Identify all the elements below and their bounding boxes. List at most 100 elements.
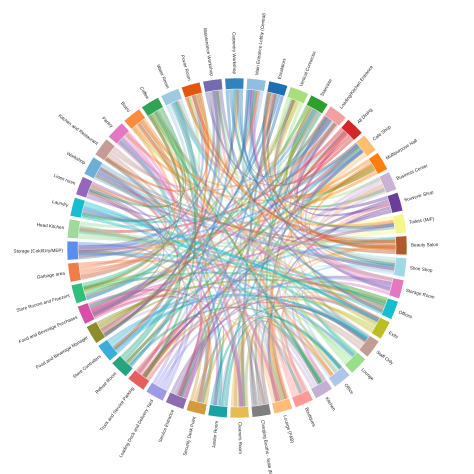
arc-bistro[interactable]: [123, 108, 146, 130]
node-label-offices: Offices: [398, 310, 414, 320]
arc-service-entrance[interactable]: [165, 391, 188, 410]
node-label-cafe-shop: Cafe Shop: [372, 124, 392, 142]
arc-refuse-room[interactable]: [111, 355, 134, 377]
node-label-coffee: Coffee: [139, 86, 150, 100]
node-label-food-and-beverage-purchases: Food and Beverage Purchases: [18, 314, 79, 344]
arc-souvenir-shop[interactable]: [386, 192, 404, 214]
arc-loading-kitchen-entrance[interactable]: [324, 105, 347, 127]
arc-staircase[interactable]: [306, 94, 329, 115]
arc-coffee[interactable]: [141, 97, 164, 117]
node-label-kitchen: Kitchen: [324, 396, 336, 412]
arc-janitor-room[interactable]: [207, 404, 228, 418]
arc-lounge[interactable]: [344, 351, 366, 374]
node-label-boutiques: Boutiques: [304, 407, 317, 428]
arc-power-room[interactable]: [181, 81, 203, 99]
node-label-business-center: Business Center: [396, 163, 429, 181]
arc-carpentry-workshop[interactable]: [224, 77, 245, 90]
node-label-store-controllers: Store Controllers: [72, 353, 103, 379]
ribbon-layer: [77, 88, 397, 408]
arc-garbage-area[interactable]: [67, 262, 82, 283]
node-label-storage-room: Storage Room: [405, 288, 435, 300]
node-label-carpentry-workshop: Carpentry Workshop: [231, 32, 237, 75]
node-label-workshop: Workshop: [66, 151, 87, 166]
arc-storage-cold-dry-mep[interactable]: [66, 240, 79, 261]
arc-shoe-shop[interactable]: [393, 257, 407, 278]
arc-security-desk-point[interactable]: [186, 399, 208, 416]
node-label-souvenir-shop: Souvenir Shop: [404, 189, 435, 202]
node-label-storage-cold-dry-mep: Storage (Cold/Dry/MEP): [13, 248, 63, 254]
node-label-kitchen-and-restaurant: Kitchen and Restaurant: [57, 113, 99, 146]
arc-cleaners-room[interactable]: [229, 406, 250, 419]
node-label-security-desk-point: Security Desk Point: [182, 415, 197, 456]
arc-head-kitchen[interactable]: [67, 218, 81, 239]
node-label-water-room: Water Room: [156, 64, 171, 90]
arc-pantry[interactable]: [108, 122, 130, 145]
node-label-pantry: Pantry: [101, 116, 115, 129]
node-label-refuse-room: Refuse Room: [94, 371, 117, 395]
arc-kitchen-and-restaurant[interactable]: [94, 138, 116, 161]
node-label-service-entrance: Service Entrance: [157, 408, 175, 443]
node-label-loading-dock-and-delivery-yard: Loading Dock and Delivery Yard: [118, 398, 154, 458]
arc-charging-booths-suite-mep[interactable]: [251, 403, 272, 418]
arc-toilets-m-f[interactable]: [392, 213, 407, 234]
node-label-bistro: Bistro: [120, 101, 131, 114]
arc-escalators[interactable]: [266, 80, 288, 97]
arc-lounge-f-b[interactable]: [271, 397, 293, 415]
arc-linen-room[interactable]: [75, 176, 94, 199]
arc-loading-dock-and-delivery-yard[interactable]: [145, 381, 168, 402]
node-label-power-room: Power Room: [180, 54, 192, 81]
node-label-staff-only: Staff Only: [375, 350, 395, 366]
node-label-store-rooms-and-freezers: Store Rooms and Freezers: [16, 293, 71, 313]
arc-store-rooms-and-freezers[interactable]: [70, 282, 88, 304]
arc-vertical-connector[interactable]: [286, 86, 309, 105]
arc-exits[interactable]: [370, 317, 391, 340]
node-label-beauty-salon: Beauty Salon: [411, 242, 439, 247]
arc-storage-room[interactable]: [388, 277, 405, 299]
arc-main-entrance-lobby-central[interactable]: [246, 78, 267, 92]
node-label-cleaners-room: Cleaners Room: [237, 422, 242, 454]
arc-laundry[interactable]: [69, 197, 86, 219]
node-label-charging-booths-suite-mep: Charging Booths - Suite (MEP): [260, 420, 274, 474]
node-label-maintenance-workshop: Maintenance Workshop: [202, 28, 214, 77]
arc-office[interactable]: [328, 366, 351, 388]
arc-staff-only[interactable]: [358, 335, 380, 358]
arc-business-center[interactable]: [378, 171, 397, 194]
arc-multipurpose-hall[interactable]: [368, 152, 388, 175]
arc-workshop[interactable]: [83, 156, 104, 179]
node-label-toilets-m-f: Toilets (M/F): [409, 216, 435, 225]
arc-water-room[interactable]: [160, 88, 183, 107]
arc-food-and-beverage-manager[interactable]: [86, 321, 106, 344]
node-label-multipurpose-hall: Multipurpose Hall: [385, 138, 418, 161]
node-label-food-and-beverage-manager: Food and Beverage Manager: [35, 335, 89, 370]
arc-food-and-beverage-purchases[interactable]: [77, 302, 96, 325]
arc-kitchen[interactable]: [310, 379, 333, 399]
node-label-all-dining: All Dining: [356, 107, 373, 125]
arc-all-dining[interactable]: [340, 119, 363, 141]
node-label-main-entrance-lobby-central: Main Entrance Lobby (Central): [254, 12, 266, 75]
node-label-loading-kitchen-entrance: Loading/Kitchen Entrance: [339, 64, 375, 110]
node-label-lounge: Lounge: [360, 367, 375, 382]
node-label-janitor-room: Janitor Room: [211, 420, 219, 448]
node-label-laundry: Laundry: [52, 199, 70, 208]
node-label-vertical-connector: Vertical Connector: [299, 50, 318, 87]
node-label-shoe-shop: Shoe Shop: [410, 265, 434, 273]
node-label-escalators: Escalators: [277, 57, 287, 80]
arc-offices[interactable]: [380, 297, 399, 320]
arc-boutiques[interactable]: [291, 389, 314, 408]
arc-layer: [66, 77, 408, 419]
node-label-staircase: Staircase: [319, 78, 333, 98]
arc-truck-and-service-parking[interactable]: [127, 369, 150, 391]
node-label-truck-and-service-parking: Truck and Service Parking: [99, 386, 135, 432]
arc-cafe-shop[interactable]: [355, 134, 377, 157]
node-label-garbage-area: Garbage area: [36, 271, 65, 280]
node-label-head-kitchen: Head Kitchen: [36, 222, 64, 230]
node-label-exits: Exits: [388, 330, 400, 340]
arc-maintenance-workshop[interactable]: [202, 78, 223, 93]
node-label-office: Office: [343, 383, 355, 396]
node-label-lounge-f-b: Lounge (F&B): [282, 415, 295, 444]
node-label-linen-room: Linen room: [53, 173, 76, 186]
arc-store-controllers[interactable]: [97, 339, 119, 362]
arc-beauty-salon[interactable]: [395, 235, 408, 256]
